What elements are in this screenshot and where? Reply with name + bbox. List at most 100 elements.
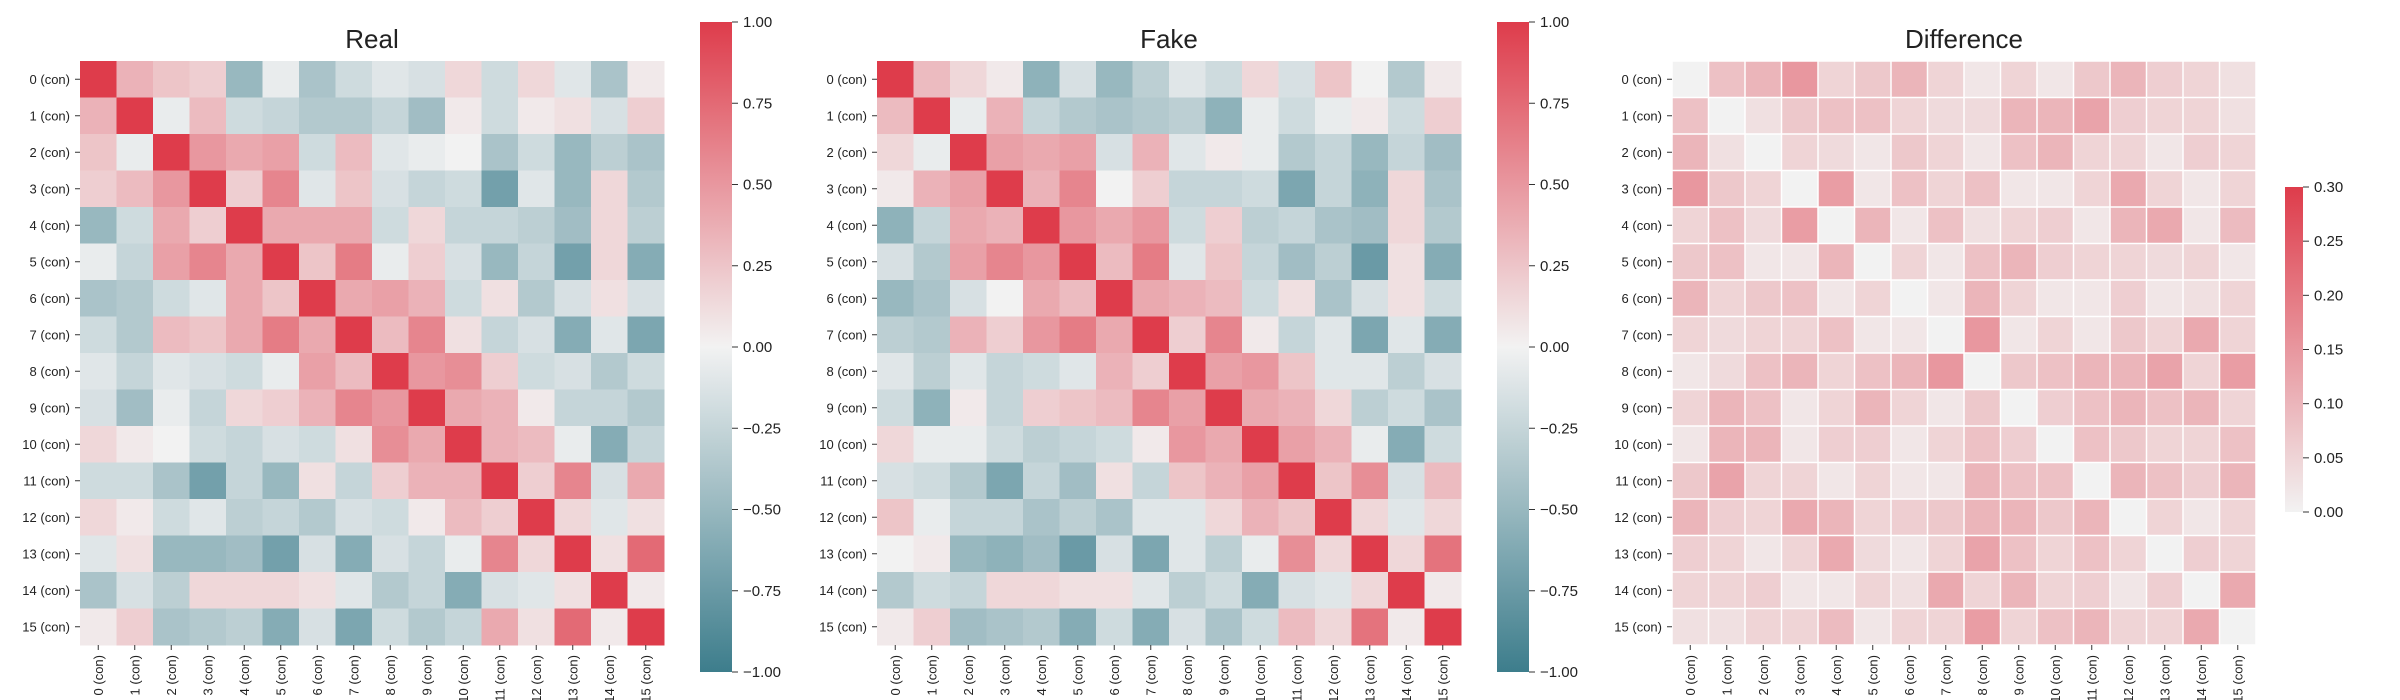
heatmap-cell [1169, 243, 1206, 281]
heatmap-cell [1023, 572, 1060, 609]
heatmap-cell [2001, 61, 2037, 97]
heatmap-cell [481, 462, 519, 500]
heatmap-cell [554, 170, 592, 208]
heatmap-cell [153, 280, 190, 317]
heatmap-cell [1891, 61, 1927, 97]
heatmap-cell [372, 462, 409, 500]
x-tick-label: 8 (con) [1975, 655, 1990, 695]
heatmap-cell [1278, 426, 1316, 463]
heatmap-cell [445, 462, 482, 500]
heatmap-cell [1096, 426, 1133, 463]
heatmap-cell [1242, 389, 1279, 427]
heatmap-cell [2074, 317, 2110, 353]
heatmap-cell [445, 170, 482, 208]
heatmap-cell [591, 572, 628, 609]
heatmap-cell [116, 389, 154, 427]
heatmap-cell [299, 426, 336, 463]
heatmap-cell [262, 608, 300, 646]
heatmap-cell [1424, 170, 1462, 208]
heatmap-cell [80, 353, 117, 390]
heatmap-cell [153, 61, 190, 98]
heatmap-cell [1818, 609, 1854, 645]
heatmap-cell [1242, 353, 1279, 390]
heatmap-cell [2001, 390, 2037, 426]
heatmap-cell [2110, 499, 2146, 535]
x-tick-label: 7 (con) [346, 655, 361, 695]
heatmap-cell [2220, 572, 2256, 608]
heatmap-cell [2037, 499, 2073, 535]
heatmap-cell [372, 134, 409, 171]
heatmap-cell [372, 499, 409, 536]
heatmap-cell [877, 134, 914, 171]
heatmap-cell [1096, 316, 1133, 354]
heatmap-cell [950, 316, 987, 354]
heatmap-cell [408, 389, 446, 427]
heatmap-cell [2074, 207, 2110, 243]
heatmap-cell [189, 280, 227, 317]
heatmap-cell [1672, 536, 1708, 572]
heatmap-cell [408, 608, 446, 646]
heatmap-cell [1278, 316, 1316, 354]
heatmap-cell [1059, 170, 1097, 208]
heatmap-cell [1059, 608, 1097, 646]
heatmap-cell [1424, 535, 1462, 573]
heatmap-cell [1424, 134, 1462, 171]
heatmap-cell [1315, 243, 1352, 281]
x-tick-label: 14 (con) [602, 655, 617, 700]
heatmap-cell [2183, 536, 2219, 572]
heatmap-difference: Difference 0 (con) 1 (con) 2 (con) 3 (con) 4 … [1614, 24, 2343, 700]
heatmap-cell [1169, 353, 1206, 390]
heatmap-cell [2074, 572, 2110, 608]
heatmap-cell [335, 243, 373, 281]
heatmap-cell [1169, 426, 1206, 463]
heatmap-cell [1891, 280, 1927, 316]
heatmap-cell [1745, 536, 1781, 572]
heatmap-cell [913, 61, 951, 98]
x-tick-label: 13 (con) [1362, 655, 1377, 700]
heatmap-cell [445, 426, 482, 463]
heatmap-cell [877, 608, 914, 646]
heatmap-cell [1709, 572, 1745, 608]
x-tick-label: 4 (con) [1829, 655, 1844, 695]
heatmap-cell [408, 61, 446, 98]
heatmap-cell [1709, 98, 1745, 134]
heatmap-cell [1315, 572, 1352, 609]
heatmap-cell [1745, 171, 1781, 207]
heatmap-cell [1205, 353, 1243, 390]
heatmap-cell [1928, 171, 1964, 207]
y-tick-label: 6 (con) [30, 291, 70, 306]
heatmap-cell [1132, 97, 1170, 135]
heatmap-cell [189, 462, 227, 500]
heatmap-cell [153, 243, 190, 281]
heatmap-cell [481, 499, 519, 536]
x-tick-label: 8 (con) [1180, 655, 1195, 695]
heatmap-cell [299, 170, 336, 208]
heatmap-cell [1672, 499, 1708, 535]
x-tick-label: 0 (con) [1683, 655, 1698, 695]
heatmap-cell [1964, 572, 2000, 608]
heatmap-cell [116, 462, 154, 500]
heatmap-cell [1818, 61, 1854, 97]
colorbar-tick-label: 1.00 [743, 14, 772, 31]
heatmap-cell [189, 316, 227, 354]
heatmap-cell [1132, 389, 1170, 427]
heatmap-cell [2110, 61, 2146, 97]
heatmap-cell [1855, 572, 1891, 608]
heatmap-cell [1709, 171, 1745, 207]
heatmap-cell [335, 499, 373, 536]
heatmap-cell [189, 389, 227, 427]
heatmap-cell [2074, 426, 2110, 462]
heatmap-cell [913, 389, 951, 427]
colorbar-tick-label: 0.15 [2314, 342, 2343, 359]
x-tick-label: 6 (con) [1107, 655, 1122, 695]
y-tick-label: 10 (con) [819, 437, 867, 452]
heatmap-cell [986, 243, 1024, 281]
heatmap-cell [2110, 207, 2146, 243]
heatmap-cell [1351, 280, 1389, 317]
heatmap-cell [518, 499, 555, 536]
heatmap-cell [153, 499, 190, 536]
heatmap-cell [262, 280, 300, 317]
heatmap-cell [1132, 243, 1170, 281]
heatmap-cell [1351, 572, 1389, 609]
heatmap-cell [1782, 572, 1818, 608]
